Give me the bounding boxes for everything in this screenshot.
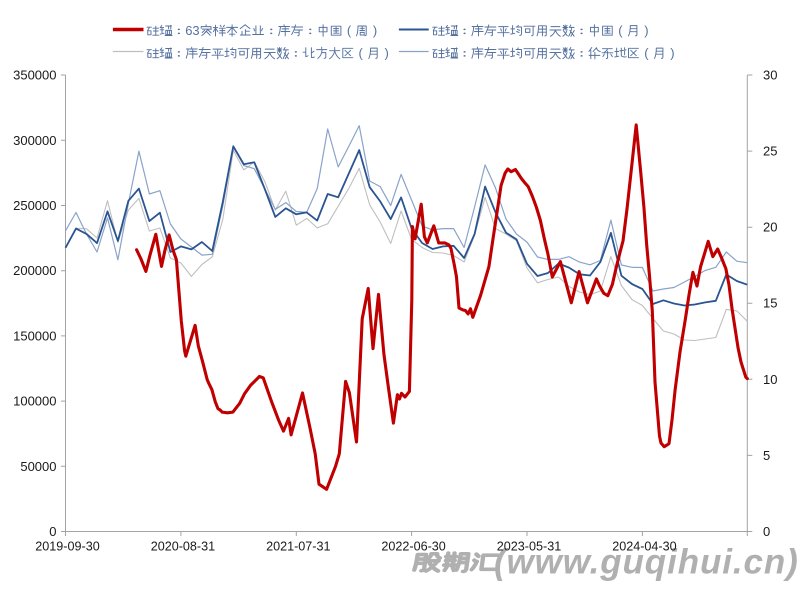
svg-text:2023-05-31: 2023-05-31 — [497, 540, 561, 554]
svg-text:2020-08-31: 2020-08-31 — [151, 540, 215, 554]
svg-text:): ) — [385, 46, 389, 61]
svg-text:30: 30 — [763, 68, 777, 83]
svg-text:2021-07-31: 2021-07-31 — [266, 540, 330, 554]
svg-text:(: ( — [644, 46, 649, 61]
svg-text:): ) — [670, 46, 674, 61]
svg-text:2019-09-30: 2019-09-30 — [35, 540, 99, 554]
svg-text:10: 10 — [763, 372, 777, 387]
svg-text:2024-04-30: 2024-04-30 — [612, 540, 676, 554]
svg-text:0: 0 — [763, 524, 770, 539]
svg-text:(: ( — [347, 23, 352, 38]
svg-text:(www.guqihui.cn): (www.guqihui.cn) — [494, 543, 799, 582]
svg-text:300000: 300000 — [13, 133, 56, 148]
svg-text:63: 63 — [185, 23, 199, 38]
svg-text:): ) — [373, 23, 377, 38]
svg-text:25: 25 — [763, 144, 777, 159]
svg-text:20: 20 — [763, 220, 777, 235]
svg-text:200000: 200000 — [13, 263, 56, 278]
svg-text:(: ( — [359, 46, 364, 61]
svg-text:15: 15 — [763, 296, 777, 311]
svg-text:250000: 250000 — [13, 198, 56, 213]
svg-text:5: 5 — [763, 448, 770, 463]
svg-text:350000: 350000 — [13, 68, 56, 83]
svg-text:(: ( — [618, 23, 623, 38]
svg-text:50000: 50000 — [20, 459, 56, 474]
svg-text:2022-06-30: 2022-06-30 — [381, 540, 445, 554]
svg-text:150000: 150000 — [13, 328, 56, 343]
svg-text:100000: 100000 — [13, 394, 56, 409]
svg-text:0: 0 — [49, 524, 56, 539]
svg-text:): ) — [644, 23, 648, 38]
